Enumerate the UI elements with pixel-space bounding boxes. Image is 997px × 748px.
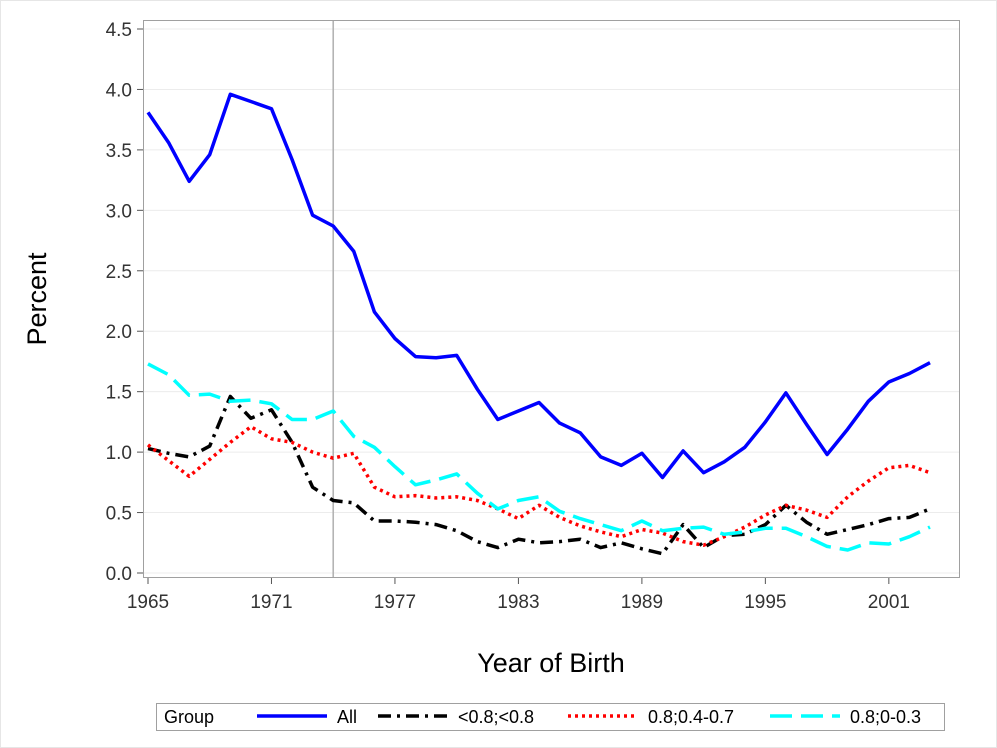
series-line-3 <box>147 362 931 552</box>
x-tick-label: 1995 <box>744 592 786 613</box>
legend-label: 0.8;0-0.3 <box>850 707 921 727</box>
y-axis: 0.0 0.5 1.0 1.5 2.0 2.5 3.0 3.5 4.0 4.5 <box>106 20 143 585</box>
legend-title: Group <box>164 707 214 727</box>
y-axis-title: Percent <box>22 252 52 346</box>
x-axis-title: Year of Birth <box>477 648 625 678</box>
x-axis: 1965 1971 1977 1983 1989 1995 2001 <box>127 578 910 613</box>
y-tick-label: 4.0 <box>106 80 132 101</box>
x-tick-label: 1983 <box>497 592 539 613</box>
series-lines <box>146 92 931 556</box>
y-tick-label: 2.5 <box>106 262 132 283</box>
legend-label: <0.8;<0.8 <box>458 707 534 727</box>
grid-lines <box>144 28 959 574</box>
y-tick-label: 0.5 <box>106 504 132 525</box>
y-tick-label: 2.0 <box>106 322 132 343</box>
x-tick-label: 2001 <box>868 592 910 613</box>
x-tick-label: 1977 <box>374 592 416 613</box>
x-tick-label: 1989 <box>621 592 663 613</box>
x-tick-label: 1971 <box>250 592 292 613</box>
y-tick-label: 3.0 <box>106 201 132 222</box>
y-tick-label: 3.5 <box>106 141 132 162</box>
plot-frame <box>143 20 960 578</box>
y-tick-label: 0.0 <box>106 564 132 585</box>
legend: Group All <0.8;<0.8 0.8;0.4-0.7 0.8;0-0.3 <box>156 703 945 731</box>
x-tick-label: 1965 <box>127 592 169 613</box>
legend-label: All <box>337 707 357 727</box>
y-tick-label: 4.5 <box>106 20 132 41</box>
y-tick-label: 1.0 <box>106 443 132 464</box>
legend-label: 0.8;0.4-0.7 <box>648 707 734 727</box>
y-tick-label: 1.5 <box>106 383 132 404</box>
series-line-0 <box>146 92 931 480</box>
